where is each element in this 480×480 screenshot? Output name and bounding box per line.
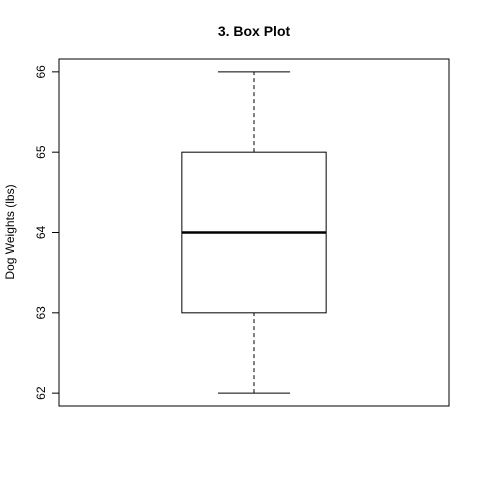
box-group — [181, 71, 327, 394]
y-axis-label: Dog Weights (lbs) — [3, 184, 17, 279]
y-tick-label: 62 — [34, 386, 48, 400]
box-series — [181, 71, 327, 394]
chart-title: 3. Box Plot — [218, 23, 291, 39]
y-tick-label: 66 — [34, 65, 48, 79]
y-tick-label: 65 — [34, 145, 48, 159]
y-tick-label: 64 — [34, 226, 48, 240]
y-axis: 62 63 64 65 66 — [34, 65, 60, 400]
y-tick-label: 63 — [34, 306, 48, 320]
